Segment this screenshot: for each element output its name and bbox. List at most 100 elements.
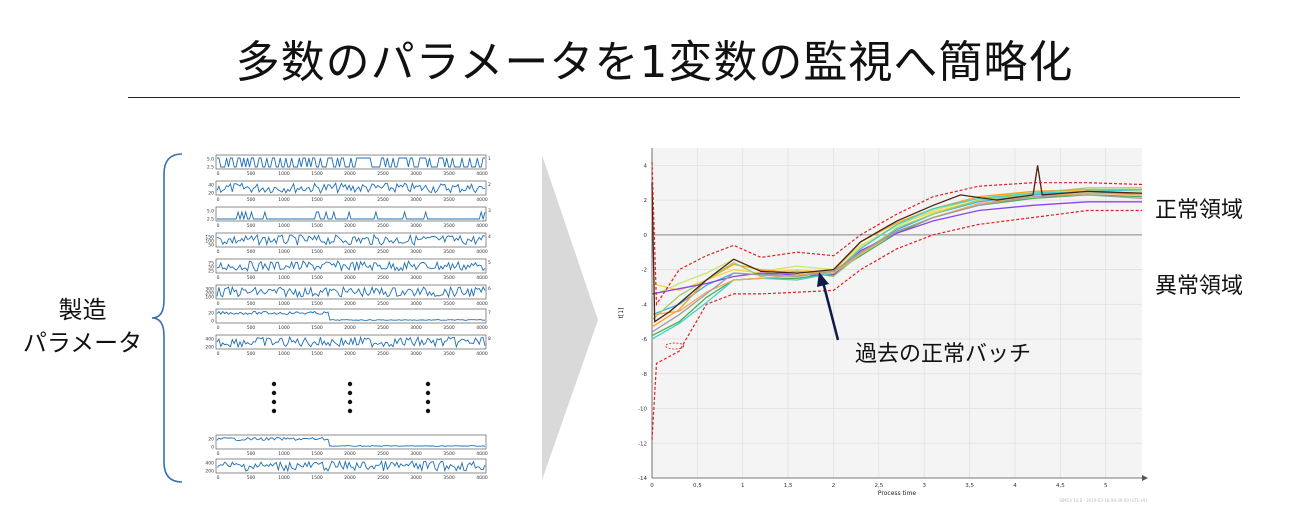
- chevron-arrow-icon: [540, 155, 610, 485]
- y-tick-label: 2.5: [207, 165, 214, 171]
- y-tick-label: -8: [642, 372, 648, 378]
- y-tick-label: 20: [208, 191, 214, 197]
- y-tick-label: 20: [208, 311, 214, 317]
- x-tick-label: 4000: [476, 249, 488, 255]
- x-tick-label: 3000: [410, 223, 422, 229]
- x-tick-label: 0: [217, 197, 220, 203]
- y-tick-label: 100: [205, 295, 214, 301]
- x-tick-label: 3000: [410, 325, 422, 331]
- y-tick-label: -2: [642, 268, 647, 274]
- plot-index-label: 5: [488, 260, 491, 266]
- x-tick-label: 1000: [278, 197, 290, 203]
- x-tick-label: 4000: [476, 275, 488, 281]
- curly-brace-icon: [148, 150, 188, 486]
- x-tick-label: 2000: [344, 197, 356, 203]
- x-tick-label: 1000: [278, 223, 290, 229]
- score-chart: 420-2-4-6-8-10-12-1400,511,522,533,544,5…: [612, 140, 1152, 505]
- parameter-plot-1: 5.02.5105001000150020002500300035004000: [207, 155, 491, 177]
- parameter-plot-5: 755025505001000150020002500300035004000: [208, 259, 491, 281]
- x-tick-label: 4000: [476, 171, 488, 177]
- x-tick-label: 3500: [443, 351, 455, 357]
- x-tick-label: 1500: [311, 223, 323, 229]
- x-tick-label: 1,5: [784, 483, 793, 489]
- y-tick-label: 2: [644, 198, 648, 204]
- x-tick-label: 0: [217, 171, 220, 177]
- parameter-plot-6: 3002001006050010001500200025003000350040…: [205, 285, 491, 307]
- parameter-plot-7: 200705001000150020002500300035004000: [208, 309, 491, 331]
- x-tick-label: 2000: [344, 475, 356, 481]
- plot-frame: [216, 181, 486, 195]
- x-tick-label: 2500: [377, 197, 389, 203]
- x-tick-label: 1500: [311, 197, 323, 203]
- x-tick-label: 1000: [278, 171, 290, 177]
- x-tick-label: 1500: [311, 275, 323, 281]
- plot-index-label: 3: [488, 208, 491, 214]
- y-tick-label: 200: [205, 469, 214, 475]
- x-tick-label: 2000: [344, 249, 356, 255]
- plot-index-label: 8: [488, 336, 491, 342]
- x-tick-label: 3000: [410, 475, 422, 481]
- ellipsis-dot: [426, 409, 430, 413]
- x-tick-label: 2000: [344, 275, 356, 281]
- normal-region-label: 正常領域: [1155, 192, 1243, 224]
- x-tick-label: 0: [217, 275, 220, 281]
- parameter-plot-4: 1501005040500100015002000250030003500400…: [205, 233, 491, 255]
- y-tick-label: 40: [208, 183, 214, 189]
- x-tick-label: 0: [217, 325, 220, 331]
- x-tick-label: 3500: [443, 171, 455, 177]
- x-tick-label: 500: [247, 451, 256, 457]
- x-tick-label: 3500: [443, 275, 455, 281]
- x-tick-label: 500: [247, 249, 256, 255]
- x-tick-label: 500: [247, 351, 256, 357]
- y-tick-label: -12: [638, 441, 647, 447]
- y-tick-label: -14: [638, 476, 647, 482]
- x-tick-label: 2000: [344, 301, 356, 307]
- y-tick-label: 0: [211, 445, 214, 451]
- x-tick-label: 0: [217, 249, 220, 255]
- x-tick-label: 1: [741, 483, 745, 489]
- title-rule: [128, 97, 1240, 98]
- y-axis-label: t[1]: [618, 308, 625, 319]
- parameter-label-line2: パラメータ: [20, 327, 145, 360]
- x-tick-label: 2500: [377, 171, 389, 177]
- plot-index-label: 1: [488, 156, 491, 162]
- y-tick-label: 25: [208, 269, 214, 275]
- x-tick-label: 2500: [377, 475, 389, 481]
- x-tick-label: 4000: [476, 223, 488, 229]
- x-tick-label: 4000: [476, 301, 488, 307]
- x-tick-label: 4000: [476, 197, 488, 203]
- y-tick-label: 5.0: [207, 157, 214, 163]
- plot-index-label: 2: [488, 182, 491, 188]
- y-tick-label: 0: [211, 319, 214, 325]
- y-tick-label: 5.0: [207, 209, 214, 215]
- x-tick-label: 1000: [278, 301, 290, 307]
- x-tick-label: 3500: [443, 197, 455, 203]
- x-axis-label: Process time: [878, 490, 917, 497]
- plot-index-label: 6: [488, 286, 491, 292]
- x-tick-label: 4: [1013, 483, 1017, 489]
- x-tick-label: 500: [247, 301, 256, 307]
- abnormal-region-label: 異常領域: [1155, 268, 1243, 300]
- x-tick-label: 1500: [311, 451, 323, 457]
- x-tick-label: 2500: [377, 351, 389, 357]
- y-tick-label: -10: [638, 407, 647, 413]
- x-tick-label: 3000: [410, 197, 422, 203]
- x-axis-arrow: [1142, 475, 1148, 481]
- x-tick-label: 0: [217, 475, 220, 481]
- x-tick-label: 3500: [443, 475, 455, 481]
- parameter-plot-3: 5.02.5305001000150020002500300035004000: [207, 207, 491, 229]
- y-tick-label: 0: [644, 233, 648, 239]
- x-tick-label: 3000: [410, 301, 422, 307]
- ellipsis-dot: [272, 400, 276, 404]
- x-tick-label: 2000: [344, 171, 356, 177]
- x-tick-label: 1000: [278, 325, 290, 331]
- x-tick-label: 0: [650, 483, 654, 489]
- y-tick-label: 200: [205, 345, 214, 351]
- y-tick-label: 50: [208, 243, 214, 249]
- x-tick-label: 500: [247, 325, 256, 331]
- parameter-plot-8: 400200805001000150020002500300035004000: [205, 335, 491, 357]
- x-tick-label: 2500: [377, 249, 389, 255]
- y-tick-label: 4: [644, 163, 648, 169]
- parameter-plot-10: 40020005001000150020002500300035004000: [205, 459, 487, 481]
- x-tick-label: 4000: [476, 351, 488, 357]
